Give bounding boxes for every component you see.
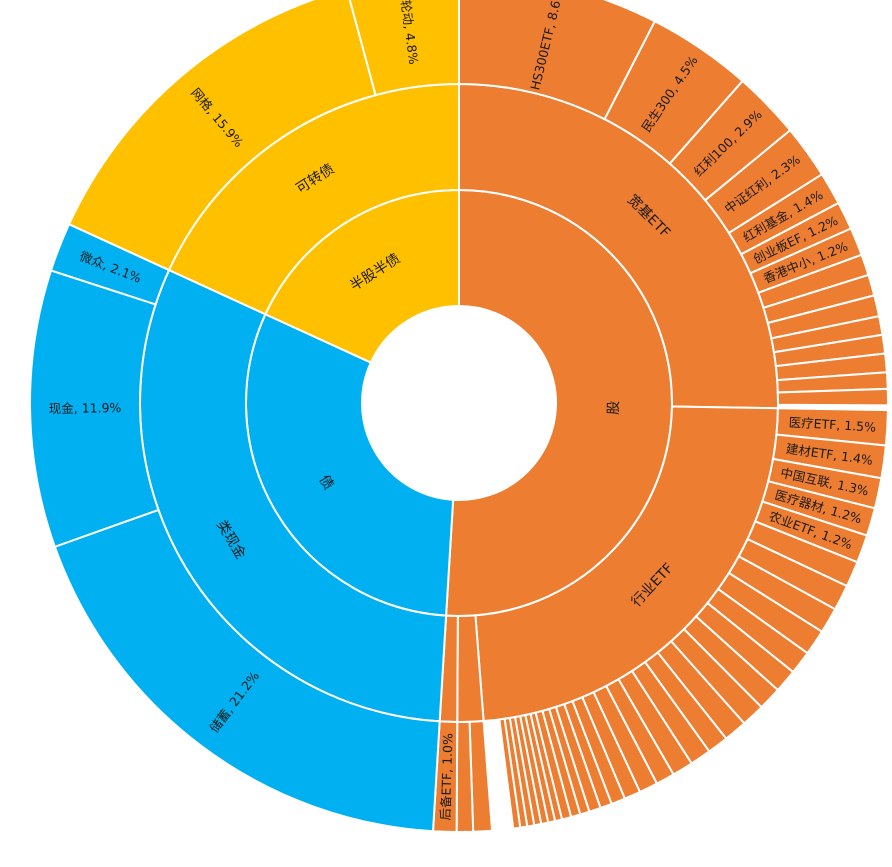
label-现金: 现金, 11.9%: [49, 400, 122, 416]
segment-宽基-8: [776, 387, 889, 407]
label-后备ETF-叶: 后备ETF, 1.0%: [438, 733, 456, 821]
label-股: 股: [606, 400, 622, 414]
segment-行业-28: [498, 717, 522, 830]
segment-轮动: [348, 0, 460, 97]
label-医疗ETF: 医疗ETF, 1.5%: [788, 415, 876, 435]
segment-网格: [67, 0, 377, 272]
segment-股-其他-2: [455, 720, 475, 833]
